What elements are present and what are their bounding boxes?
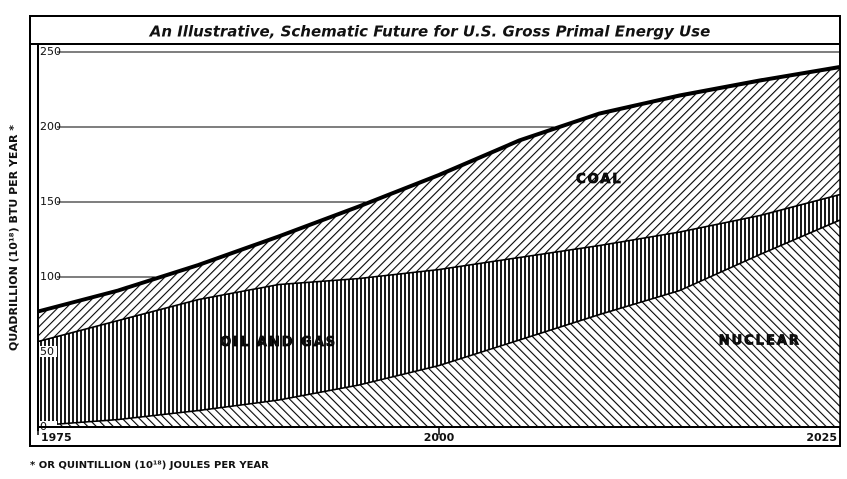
footnote: * OR QUINTILLION (10¹⁸) JOULES PER YEAR (30, 460, 269, 471)
x-tick-label: 2000 (424, 431, 455, 444)
tick-bg (39, 46, 57, 57)
y-tick-label: 200 (40, 120, 61, 133)
y-axis-label: QUADRILLION (10¹⁸) BTU PER YEAR * (7, 125, 20, 351)
x-tick-label: 1975 (41, 431, 72, 444)
tick-bg (39, 196, 57, 207)
series-label: OIL AND GAS (220, 335, 337, 350)
tick-bg (39, 121, 57, 132)
y-tick-label: 250 (40, 45, 61, 58)
y-tick-label: 150 (40, 195, 61, 208)
y-tick-label: 50 (40, 345, 54, 358)
tick-bg (39, 346, 57, 357)
y-tick-label: 100 (40, 270, 61, 283)
chart-title: An Illustrative, Schematic Future for U.… (149, 23, 711, 41)
series-label: COAL (576, 172, 623, 187)
series-label: NUCLEAR (719, 333, 801, 348)
tick-bg (39, 271, 57, 282)
x-tick-label: 2025 (806, 431, 837, 444)
total-line (37, 65, 841, 314)
